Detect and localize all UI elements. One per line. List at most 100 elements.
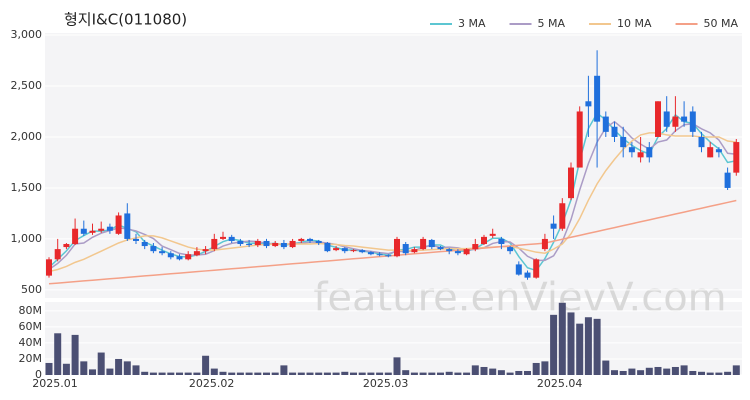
volume-bar xyxy=(732,365,740,375)
candle-body xyxy=(663,111,670,127)
candle-body xyxy=(115,215,122,234)
candle-body xyxy=(541,238,548,250)
candle-body xyxy=(628,147,635,153)
candle-body xyxy=(428,239,435,248)
volume-bar xyxy=(689,370,697,375)
volume-bar xyxy=(115,358,123,375)
volume-bar xyxy=(271,372,279,375)
volume-bar xyxy=(350,372,357,375)
candle-body xyxy=(533,259,540,278)
y-tick-label: 1,000 xyxy=(11,232,43,245)
candle-body xyxy=(620,136,627,148)
candle-body xyxy=(689,111,696,132)
candle-body xyxy=(359,250,366,253)
volume-bar xyxy=(158,372,166,375)
legend-label: 10 MA xyxy=(617,17,652,30)
x-tick-label: 2025.02 xyxy=(189,377,235,390)
candle-body xyxy=(54,249,61,260)
candle-body xyxy=(454,251,461,254)
volume-bar xyxy=(89,369,96,375)
volume-bar xyxy=(567,312,575,375)
candle-body xyxy=(298,238,305,241)
volume-bar xyxy=(671,366,679,375)
candle-body xyxy=(89,230,96,233)
volume-bar xyxy=(463,372,471,375)
volume-bar xyxy=(384,372,392,375)
volume-bar xyxy=(654,366,662,375)
candle-body xyxy=(315,240,322,243)
candle-body xyxy=(350,250,357,252)
candle-body xyxy=(594,75,601,122)
candle-body xyxy=(524,272,531,278)
volume-bar xyxy=(141,371,149,375)
volume-bar xyxy=(45,362,53,375)
candle-body xyxy=(585,101,592,107)
volume-bar xyxy=(506,372,514,375)
volume-bar xyxy=(524,370,531,375)
volume-bar xyxy=(184,372,192,375)
candle-body xyxy=(80,228,87,234)
volume-bar xyxy=(489,368,497,375)
volume-bar xyxy=(367,372,375,375)
volume-bar xyxy=(619,370,627,375)
chart-title: 형지I&C(011080) xyxy=(64,11,187,29)
candle-body xyxy=(141,241,148,247)
candle-body xyxy=(159,251,166,254)
candle-body xyxy=(202,249,209,252)
volume-bar xyxy=(558,302,566,375)
y-tick-label: 0 xyxy=(35,368,42,381)
volume-bar xyxy=(611,370,618,375)
volume-bar xyxy=(297,372,305,375)
candle-body xyxy=(193,251,200,256)
volume-bar xyxy=(106,368,114,375)
volume-bar xyxy=(576,323,584,375)
candle-body xyxy=(402,244,409,254)
volume-bar xyxy=(245,372,253,375)
volume-bar xyxy=(593,318,601,375)
x-tick-label: 2025.01 xyxy=(32,377,78,390)
candle-body xyxy=(611,126,618,137)
volume-bar xyxy=(663,368,671,375)
candle-body xyxy=(341,248,348,252)
legend-label: 50 MA xyxy=(704,17,739,30)
volume-bar xyxy=(550,314,558,375)
candle-body xyxy=(376,254,383,256)
y-tick-label: 2,000 xyxy=(11,130,43,143)
candle-body xyxy=(672,116,679,127)
y-tick-label: 60M xyxy=(19,320,43,333)
volume-bar xyxy=(637,370,645,375)
candle-body xyxy=(559,203,566,229)
candle-body xyxy=(568,167,574,199)
volume-bar xyxy=(132,365,140,375)
volume-bar xyxy=(315,372,323,375)
candle-body xyxy=(463,249,470,255)
volume-bar xyxy=(306,372,314,375)
candle-body xyxy=(133,238,139,241)
volume-bar xyxy=(202,355,210,375)
candle-body xyxy=(167,253,174,258)
volume-bar xyxy=(480,366,488,375)
volume-bar xyxy=(289,372,297,375)
volume-bar xyxy=(419,372,427,375)
volume-bar xyxy=(54,333,62,375)
candle-body xyxy=(637,152,644,158)
candle-body xyxy=(228,236,235,241)
candle-body xyxy=(263,240,270,247)
candle-body xyxy=(246,244,253,246)
candle-body xyxy=(211,238,218,250)
candle-body xyxy=(220,236,226,239)
volume-bar xyxy=(428,372,436,375)
candle-body xyxy=(176,256,183,260)
volume-bar xyxy=(167,372,175,375)
volume-bar xyxy=(236,372,244,375)
ma-line xyxy=(48,120,737,271)
volume-bar xyxy=(437,372,444,375)
candle-body xyxy=(733,142,740,173)
price-plot xyxy=(45,33,742,298)
candle-body xyxy=(437,247,444,250)
volume-bar xyxy=(358,372,366,375)
candle-body xyxy=(98,228,105,231)
candle-body xyxy=(307,238,313,241)
candle-body xyxy=(72,228,79,245)
